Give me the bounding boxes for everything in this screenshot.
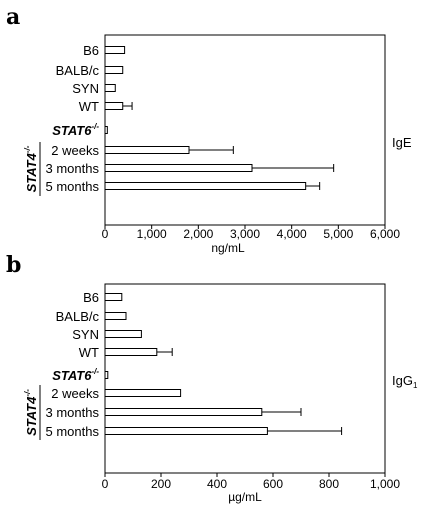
bar	[104, 408, 263, 416]
x-tick-label: 1,000	[370, 477, 400, 491]
group-label: STAT4-/-	[23, 145, 39, 192]
panel-b-letter: b	[6, 252, 21, 278]
category-label: 3 months	[46, 405, 100, 420]
x-tick-label: 3,000	[230, 227, 260, 241]
bar	[104, 427, 268, 435]
category-label: SYN	[72, 327, 99, 342]
category-label: 5 months	[46, 424, 100, 439]
panel-b-x-axis-title: µg/mL	[228, 490, 262, 504]
x-tick-label: 4,000	[277, 227, 307, 241]
category-label: SYN	[72, 81, 99, 96]
x-tick-label: 1,000	[137, 227, 167, 241]
category-label: 3 months	[46, 161, 100, 176]
bar	[104, 164, 253, 172]
panel-b-side-label: IgG1	[392, 373, 418, 390]
bar	[104, 348, 158, 356]
category-label: BALB/c	[56, 63, 100, 78]
category-label: 2 weeks	[51, 386, 99, 401]
panel-a-letter: a	[6, 4, 20, 30]
bar	[104, 102, 124, 110]
bar	[104, 371, 109, 379]
panel-a-x-axis-title: ng/mL	[211, 241, 245, 255]
bar	[104, 84, 116, 92]
category-label: 5 months	[46, 179, 100, 194]
panel-b: 0 200 400 600 800 1,000 B6 BALB/c SYN WT STAT6-/- 2…	[23, 283, 400, 491]
category-label: B6	[83, 290, 99, 305]
x-tick-label: 400	[207, 477, 227, 491]
x-tick-label: 600	[263, 477, 283, 491]
x-tick-label: 6,000	[370, 227, 400, 241]
x-tick-label: 2,000	[183, 227, 213, 241]
category-label: STAT6-/-	[52, 122, 99, 138]
x-tick-label: 200	[151, 477, 171, 491]
category-label: 2 weeks	[51, 143, 99, 158]
category-label: B6	[83, 43, 99, 58]
category-label: WT	[79, 99, 99, 114]
bar	[104, 293, 123, 301]
bar	[104, 312, 127, 320]
bar	[104, 146, 190, 154]
bar	[104, 66, 124, 74]
category-label: WT	[79, 345, 99, 360]
x-tick-label: 5,000	[323, 227, 353, 241]
category-label: BALB/c	[56, 309, 100, 324]
x-tick-label: 800	[319, 477, 339, 491]
bar	[104, 182, 307, 190]
plot-frame	[104, 283, 386, 474]
category-label: STAT6-/-	[52, 367, 99, 383]
plot-frame	[104, 34, 386, 226]
bar	[104, 46, 126, 54]
bar	[104, 389, 182, 397]
bar	[104, 330, 142, 338]
x-tick-label: 0	[102, 477, 109, 491]
x-tick-label: 0	[102, 227, 109, 241]
group-label: STAT4-/-	[23, 389, 39, 436]
panel-a: 0 1,000 2,000 3,000 4,000 5,000 6,000 B6 BALB/c S…	[23, 34, 400, 241]
bar	[104, 126, 108, 134]
panel-a-side-label: IgE	[392, 135, 412, 150]
